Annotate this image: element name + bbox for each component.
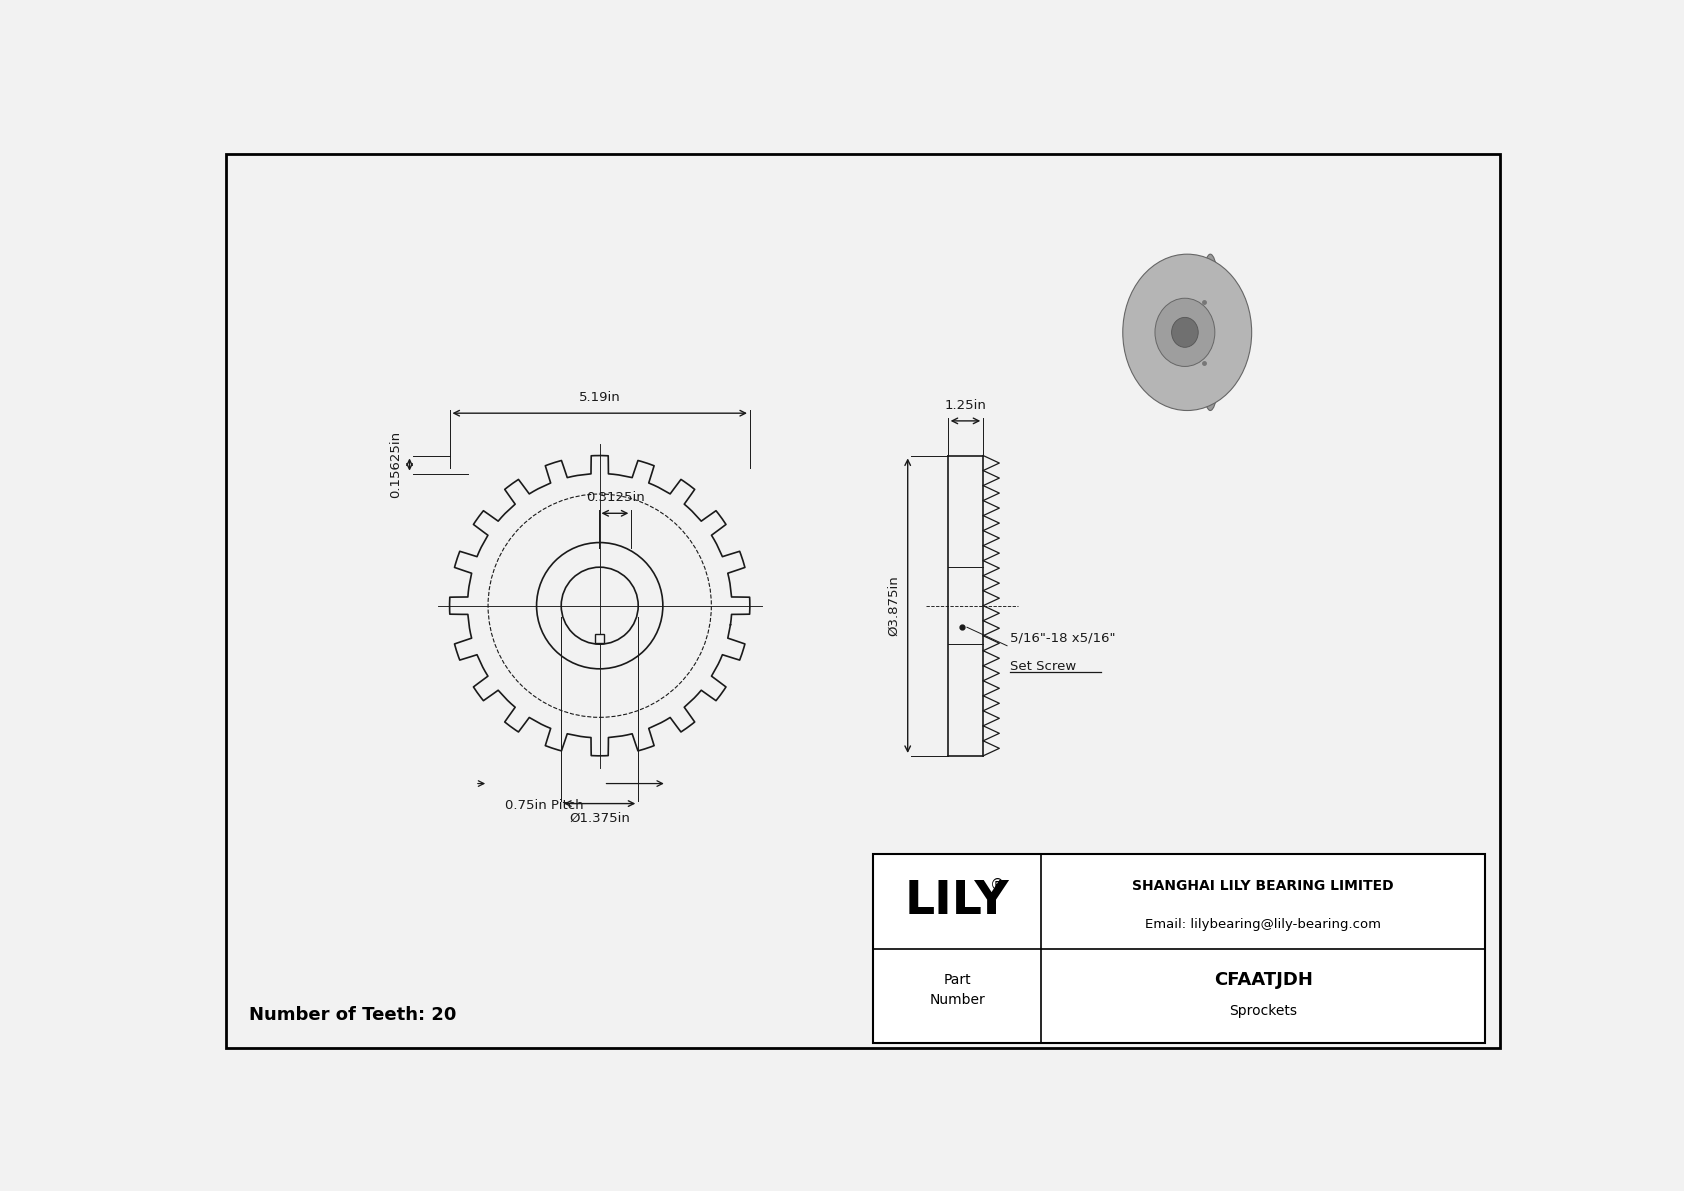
Ellipse shape [1172,317,1199,348]
Polygon shape [1123,312,1135,332]
Polygon shape [1155,385,1170,400]
Text: SHANGHAI LILY BEARING LIMITED: SHANGHAI LILY BEARING LIMITED [1133,879,1394,893]
Polygon shape [1142,279,1155,294]
Text: 5.19in: 5.19in [579,391,621,404]
Polygon shape [1187,394,1204,407]
Text: ®: ® [990,878,1005,893]
Text: Ø1.375in: Ø1.375in [569,811,630,824]
Text: Set Screw: Set Screw [1010,660,1076,673]
Text: 5/16"-18 x5/16": 5/16"-18 x5/16" [1010,631,1115,644]
Polygon shape [1170,394,1187,407]
Text: Part
Number: Part Number [930,973,985,1006]
Polygon shape [1187,257,1204,272]
Text: Ø3.875in: Ø3.875in [887,575,899,636]
Text: 0.75in Pitch: 0.75in Pitch [505,799,584,812]
Text: 1.25in: 1.25in [945,399,987,412]
Text: 0.15625in: 0.15625in [389,431,402,498]
Polygon shape [1219,279,1233,294]
Polygon shape [1219,370,1233,386]
Ellipse shape [1199,254,1223,411]
Text: LILY: LILY [904,879,1009,924]
Ellipse shape [1155,298,1214,367]
Polygon shape [1231,294,1244,312]
Polygon shape [1155,264,1170,280]
Text: Sprockets: Sprockets [1229,1004,1297,1018]
Polygon shape [1239,332,1251,353]
Polygon shape [1231,353,1244,370]
Text: Email: lilybearing@lily-bearing.com: Email: lilybearing@lily-bearing.com [1145,918,1381,930]
Bar [594,634,605,643]
Polygon shape [1170,257,1187,272]
Polygon shape [1239,312,1251,332]
Ellipse shape [1123,254,1251,411]
Polygon shape [1123,332,1135,353]
Polygon shape [1204,385,1219,400]
Polygon shape [1130,353,1143,370]
Text: Number of Teeth: 20: Number of Teeth: 20 [249,1006,456,1024]
Text: 0.3125in: 0.3125in [586,491,645,504]
Bar [872,854,1485,1043]
Polygon shape [1142,370,1155,386]
Polygon shape [1204,264,1219,280]
Polygon shape [1130,294,1143,312]
Text: CFAATJDH: CFAATJDH [1214,971,1314,989]
